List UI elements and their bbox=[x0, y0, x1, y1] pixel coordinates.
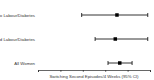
tick bbox=[105, 70, 106, 72]
tick-mark bbox=[38, 70, 39, 72]
tick bbox=[60, 70, 61, 72]
ci-line bbox=[82, 15, 148, 16]
tick bbox=[38, 70, 39, 72]
ci-cap bbox=[132, 61, 133, 65]
x-axis-title: Switching Second Episodes/4 Weeks (95% C… bbox=[49, 74, 139, 79]
point bbox=[118, 61, 122, 65]
tick-mark bbox=[150, 70, 151, 72]
tick bbox=[150, 70, 151, 72]
point bbox=[115, 13, 119, 17]
ci-cap bbox=[147, 13, 148, 17]
axis-line bbox=[39, 71, 151, 73]
x-axis bbox=[39, 70, 151, 72]
category-label: No Labour/Diabetes bbox=[0, 13, 35, 18]
ci-cap bbox=[81, 13, 82, 17]
ci-cap bbox=[108, 61, 109, 65]
marks bbox=[82, 13, 148, 65]
ci-cap bbox=[95, 37, 96, 41]
point bbox=[114, 37, 118, 41]
tick-mark bbox=[60, 70, 61, 72]
tick-mark bbox=[83, 70, 84, 72]
tick bbox=[128, 70, 129, 72]
chart: No Labour/Diabetes Induced Labour/Diabete… bbox=[0, 0, 154, 80]
category-label: All Women bbox=[14, 61, 35, 66]
tick bbox=[83, 70, 84, 72]
tick-mark bbox=[128, 70, 129, 72]
ci-cap bbox=[147, 37, 148, 41]
ci-line bbox=[95, 39, 148, 40]
category-label: Induced Labour/Diabetes bbox=[0, 37, 35, 42]
tick-mark bbox=[105, 70, 106, 72]
